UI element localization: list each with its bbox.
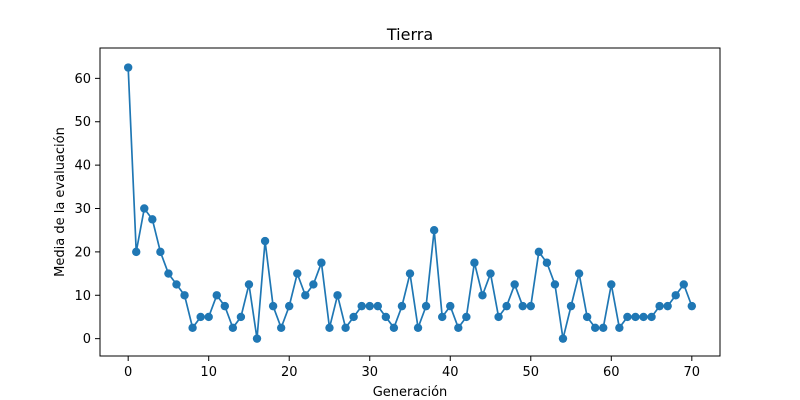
plot-area (99, 47, 721, 357)
data-point (478, 291, 487, 300)
x-tick-label: 50 (523, 365, 540, 380)
data-point (542, 258, 552, 267)
x-tick-label: 30 (361, 365, 378, 380)
data-point (212, 291, 221, 300)
y-tick-label: 50 (74, 115, 91, 130)
data-point (317, 258, 326, 267)
data-point (276, 323, 286, 333)
data-point (518, 301, 527, 311)
data-point (671, 291, 680, 300)
data-point (558, 334, 568, 343)
x-tick-label: 10 (200, 365, 217, 380)
data-point (309, 280, 318, 289)
data-point (244, 280, 254, 289)
x-axis: 0 10 20 30 40 50 60 70 (124, 356, 700, 380)
data-point (285, 301, 294, 311)
x-tick-label: 0 (124, 365, 132, 380)
data-point (454, 323, 463, 333)
x-tick-label: 20 (281, 365, 298, 380)
y-tick-label: 40 (74, 159, 91, 174)
data-point (502, 301, 511, 311)
data-point (462, 312, 471, 322)
data-point (405, 269, 415, 278)
data-point (663, 301, 672, 311)
data-point (132, 247, 141, 257)
data-point (228, 323, 238, 333)
data-point (196, 312, 205, 322)
x-axis-label: Generación (373, 385, 448, 400)
data-point (172, 280, 181, 289)
data-point (188, 323, 197, 333)
data-point (180, 291, 189, 300)
data-point (607, 280, 616, 289)
data-point (438, 312, 447, 322)
data-point (470, 258, 479, 267)
data-point (599, 323, 608, 333)
data-point (687, 301, 697, 311)
y-axis: 0 10 20 30 40 50 60 (74, 72, 100, 347)
data-point (566, 301, 576, 311)
series-line (127, 67, 693, 339)
x-tick-label: 40 (442, 365, 459, 380)
data-point (486, 269, 495, 278)
data-point (413, 323, 423, 333)
data-point (446, 301, 455, 311)
y-tick-label: 30 (74, 202, 91, 217)
data-point (293, 269, 302, 278)
series-markers (123, 63, 697, 343)
data-point (325, 323, 334, 333)
data-point (164, 269, 173, 278)
data-point (639, 312, 648, 322)
y-tick-label: 60 (74, 72, 91, 87)
data-point (260, 236, 270, 246)
data-point (550, 280, 560, 289)
x-tick-label: 60 (603, 365, 620, 380)
data-point (357, 301, 366, 311)
y-tick-label: 20 (74, 245, 91, 260)
data-point (574, 269, 584, 278)
data-point (204, 312, 213, 322)
data-point (526, 301, 535, 311)
data-point (623, 312, 632, 322)
data-point (123, 63, 133, 72)
data-point (510, 280, 519, 289)
y-tick-label: 0 (83, 332, 91, 347)
data-point (252, 334, 262, 343)
data-point (301, 291, 310, 300)
data-point (615, 323, 624, 333)
data-point (220, 301, 230, 311)
data-point (631, 312, 640, 322)
x-tick-label: 70 (684, 365, 701, 380)
data-point (140, 204, 149, 213)
data-point (365, 301, 374, 311)
y-tick-label: 10 (74, 289, 91, 304)
chart-title: Tierra (386, 25, 433, 44)
data-point (268, 301, 278, 311)
data-point (534, 247, 544, 257)
data-point (333, 291, 342, 300)
data-point (389, 323, 399, 333)
data-point (590, 323, 600, 333)
data-point (582, 312, 592, 322)
data-point (397, 301, 407, 311)
data-point (349, 312, 358, 322)
data-point (148, 215, 157, 224)
data-point (494, 312, 503, 322)
data-point (421, 301, 431, 311)
data-point (373, 301, 382, 311)
data-point (429, 225, 439, 235)
data-point (341, 323, 350, 333)
data-point (156, 247, 165, 257)
y-axis-label: Media de la evaluación (53, 127, 68, 277)
data-point (236, 312, 246, 322)
data-line (127, 67, 693, 339)
data-point (655, 301, 664, 311)
data-point (647, 312, 656, 322)
data-point (679, 280, 688, 289)
data-point (381, 312, 391, 322)
